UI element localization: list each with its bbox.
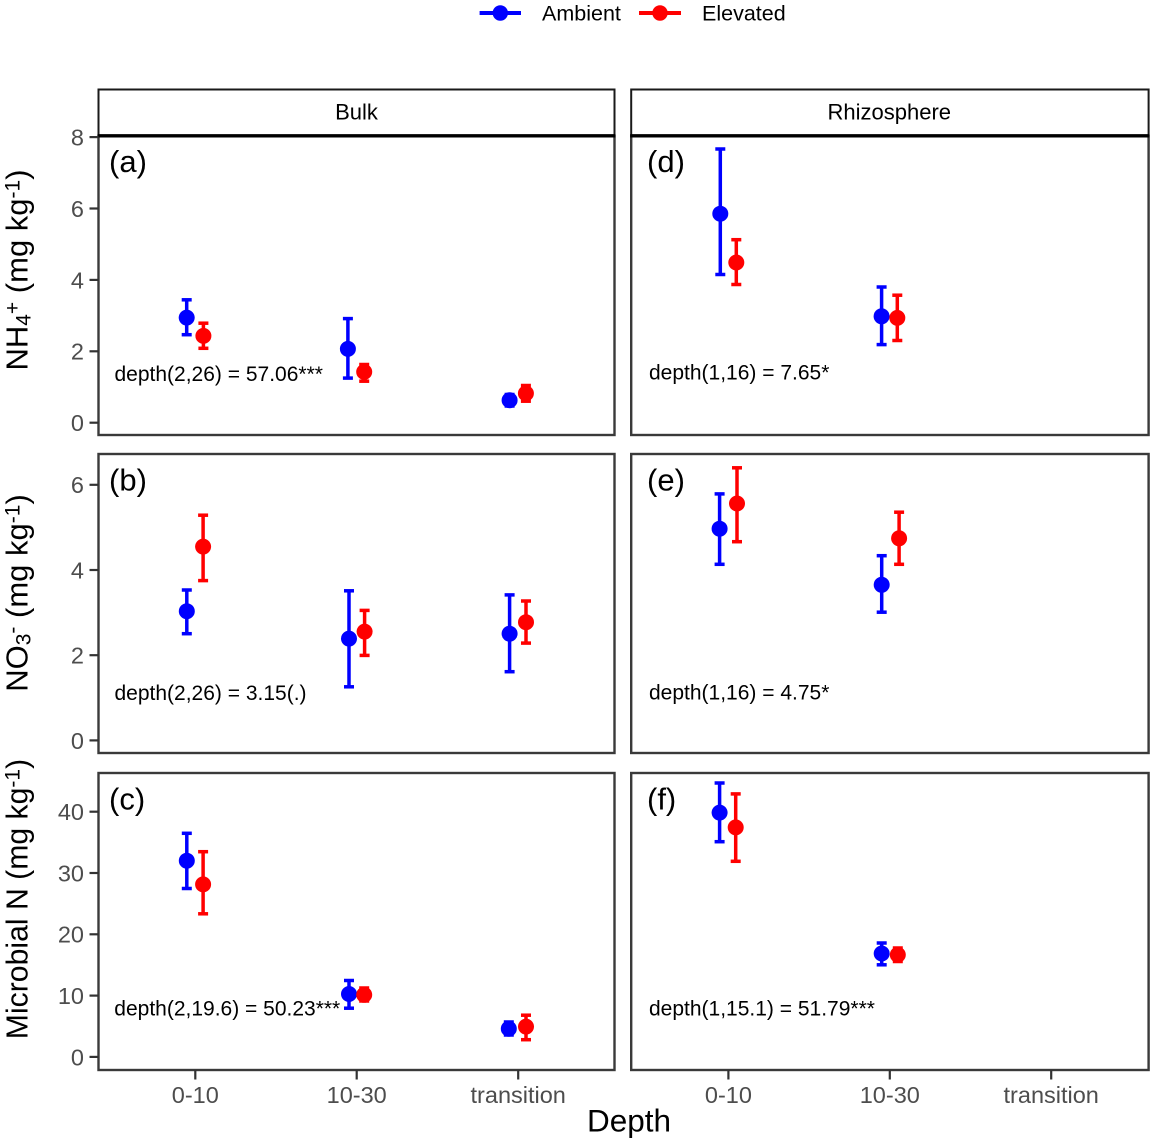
svg-text:40: 40 <box>58 799 84 825</box>
svg-text:Depth: Depth <box>587 1103 671 1139</box>
svg-text:0: 0 <box>71 1044 84 1070</box>
svg-text:30: 30 <box>58 860 84 886</box>
svg-text:10-30: 10-30 <box>327 1082 387 1108</box>
svg-text:4: 4 <box>71 267 84 293</box>
svg-text:transition: transition <box>1004 1082 1099 1108</box>
svg-text:(b): (b) <box>109 462 147 497</box>
svg-text:depth(2,19.6) = 50.23***: depth(2,19.6) = 50.23*** <box>114 998 340 1021</box>
svg-text:(d): (d) <box>647 144 685 179</box>
svg-text:8: 8 <box>71 125 84 151</box>
svg-text:depth(1,16) = 4.75*: depth(1,16) = 4.75* <box>649 682 829 705</box>
svg-text:4: 4 <box>71 557 84 583</box>
svg-text:2: 2 <box>71 643 84 669</box>
svg-text:NO3- (mg kg-1): NO3- (mg kg-1) <box>0 494 35 692</box>
svg-text:(f): (f) <box>647 781 676 816</box>
svg-text:0: 0 <box>71 728 84 754</box>
svg-text:10-30: 10-30 <box>860 1082 920 1108</box>
svg-text:6: 6 <box>71 472 84 498</box>
svg-text:Ambient: Ambient <box>542 2 621 26</box>
svg-text:transition: transition <box>471 1082 566 1108</box>
svg-text:NH4+ (mg kg-1): NH4+ (mg kg-1) <box>0 169 35 370</box>
svg-text:(a): (a) <box>109 144 147 179</box>
svg-text:depth(1,15.1) = 51.79***: depth(1,15.1) = 51.79*** <box>649 998 875 1021</box>
svg-text:2: 2 <box>71 339 84 365</box>
svg-text:(e): (e) <box>647 462 685 497</box>
svg-text:depth(1,16) = 7.65*: depth(1,16) = 7.65* <box>649 362 829 385</box>
svg-text:Bulk: Bulk <box>335 99 379 124</box>
svg-text:Elevated: Elevated <box>702 2 786 26</box>
svg-text:20: 20 <box>58 922 84 948</box>
svg-text:6: 6 <box>71 196 84 222</box>
svg-text:Microbial N (mg kg-1): Microbial N (mg kg-1) <box>1 759 34 1039</box>
svg-text:depth(2,26) = 3.15(.): depth(2,26) = 3.15(.) <box>115 682 307 705</box>
svg-text:0-10: 0-10 <box>705 1082 752 1108</box>
svg-text:0-10: 0-10 <box>172 1082 219 1108</box>
svg-text:(c): (c) <box>109 781 145 816</box>
svg-text:depth(2,26) = 57.06***: depth(2,26) = 57.06*** <box>115 363 323 386</box>
svg-text:Rhizosphere: Rhizosphere <box>828 99 952 124</box>
svg-text:10: 10 <box>58 983 84 1009</box>
svg-text:0: 0 <box>71 410 84 436</box>
